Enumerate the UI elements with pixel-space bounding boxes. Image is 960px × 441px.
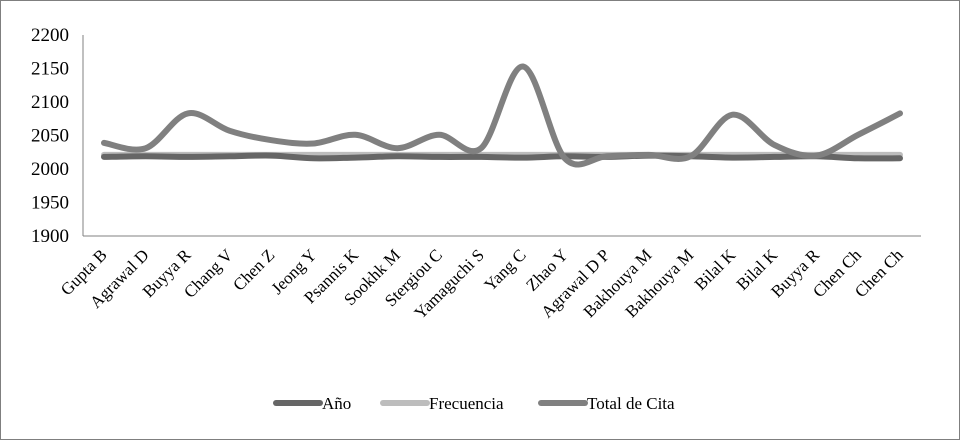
- y-tick-label: 2000: [31, 159, 69, 180]
- y-tick-label: 2150: [31, 59, 69, 80]
- series-layer: [101, 63, 903, 168]
- legend: Año Frecuencia Total de Cita: [273, 394, 675, 413]
- y-tick-label: 2100: [31, 92, 69, 113]
- series-line-ano: [101, 152, 903, 162]
- legend-label: Frecuencia: [429, 394, 504, 413]
- y-tick-label: 2200: [31, 25, 69, 46]
- y-tick-label: 2050: [31, 126, 69, 147]
- legend-label: Año: [322, 394, 351, 413]
- x-category-label: Yang C: [480, 245, 529, 294]
- y-tick-label: 1950: [31, 193, 69, 214]
- series-line-total-de-cita: [101, 63, 903, 168]
- x-category-label: Bilal K: [691, 245, 740, 294]
- y-tick-label: 1900: [31, 226, 69, 247]
- legend-label: Total de Cita: [587, 394, 675, 413]
- axes: [82, 35, 921, 237]
- y-tick-labels: 1900 1950 2000 2050 2100 2150 2200: [31, 25, 69, 247]
